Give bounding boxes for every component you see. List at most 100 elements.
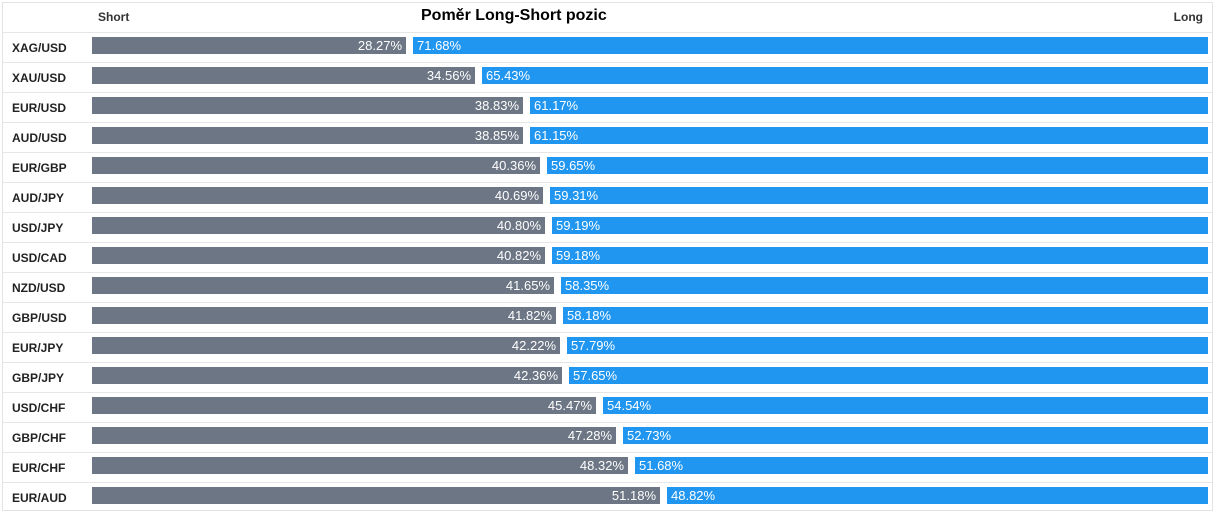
short-value-label: 40.82%: [496, 248, 541, 263]
short-bar: 40.36%: [92, 157, 540, 174]
short-bar: 41.65%: [92, 277, 554, 294]
short-bar: 45.47%: [92, 397, 596, 414]
long-value-label: 61.17%: [534, 98, 579, 113]
long-value-label: 65.43%: [486, 68, 531, 83]
table-row: EUR/GBP 40.36% 59.65%: [3, 152, 1212, 182]
long-value-label: 57.79%: [571, 338, 616, 353]
short-value-label: 40.69%: [494, 188, 539, 203]
pair-label: USD/CAD: [12, 251, 67, 265]
pair-label: EUR/GBP: [12, 161, 67, 175]
short-bar: 28.27%: [92, 37, 406, 54]
bar-rows: XAG/USD 28.27% 71.68% XAU/USD 34.56% 65.43% EU…: [3, 32, 1212, 512]
short-value-label: 41.65%: [505, 278, 550, 293]
table-row: NZD/USD 41.65% 58.35%: [3, 272, 1212, 302]
long-bar: 57.79%: [567, 337, 1208, 354]
short-bar: 42.36%: [92, 367, 562, 384]
short-value-label: 47.28%: [567, 428, 612, 443]
long-value-label: 52.73%: [627, 428, 672, 443]
long-value-label: 71.68%: [417, 38, 462, 53]
pair-label: GBP/USD: [12, 311, 67, 325]
pair-label: EUR/JPY: [12, 341, 64, 355]
pair-label: AUD/USD: [12, 131, 67, 145]
table-row: EUR/JPY 42.22% 57.79%: [3, 332, 1212, 362]
long-bar: 59.19%: [552, 217, 1208, 234]
short-value-label: 42.22%: [511, 338, 556, 353]
short-bar: 40.80%: [92, 217, 545, 234]
long-bar: 61.15%: [530, 127, 1208, 144]
pair-label: USD/JPY: [12, 221, 64, 235]
short-bar: 40.69%: [92, 187, 543, 204]
short-bar: 34.56%: [92, 67, 475, 84]
short-value-label: 40.80%: [496, 218, 541, 233]
long-value-label: 58.35%: [565, 278, 610, 293]
long-bar: 58.18%: [563, 307, 1208, 324]
pair-label: AUD/JPY: [12, 191, 65, 205]
long-bar: 71.68%: [413, 37, 1208, 54]
long-value-label: 54.54%: [607, 398, 652, 413]
long-bar: 58.35%: [561, 277, 1208, 294]
chart-title: Poměr Long-Short pozic: [421, 7, 607, 24]
long-bar: 65.43%: [482, 67, 1208, 84]
short-bar: 47.28%: [92, 427, 616, 444]
chart-header: Short Poměr Long-Short pozic Long: [0, 2, 1217, 32]
short-value-label: 51.18%: [611, 488, 656, 503]
long-value-label: 61.15%: [534, 128, 579, 143]
long-value-label: 51.68%: [639, 458, 684, 473]
long-bar: 59.31%: [550, 187, 1208, 204]
short-bar: 48.32%: [92, 457, 628, 474]
table-row: XAG/USD 28.27% 71.68%: [3, 32, 1212, 62]
short-value-label: 42.36%: [513, 368, 558, 383]
long-bar: 54.54%: [603, 397, 1208, 414]
long-value-label: 59.18%: [556, 248, 601, 263]
long-column-label: Long: [1173, 10, 1203, 24]
pair-label: GBP/CHF: [12, 431, 66, 445]
short-bar: 40.82%: [92, 247, 545, 264]
short-bar: 41.82%: [92, 307, 556, 324]
table-row: AUD/USD 38.85% 61.15%: [3, 122, 1212, 152]
table-row: AUD/JPY 40.69% 59.31%: [3, 182, 1212, 212]
pair-label: USD/CHF: [12, 401, 66, 415]
long-value-label: 59.19%: [556, 218, 601, 233]
long-value-label: 48.82%: [671, 488, 716, 503]
long-bar: 52.73%: [623, 427, 1208, 444]
short-bar: 38.83%: [92, 97, 523, 114]
long-bar: 51.68%: [635, 457, 1208, 474]
table-row: USD/CAD 40.82% 59.18%: [3, 242, 1212, 272]
short-bar: 51.18%: [92, 487, 660, 504]
table-row: USD/CHF 45.47% 54.54%: [3, 392, 1212, 422]
long-value-label: 59.65%: [551, 158, 596, 173]
short-value-label: 28.27%: [357, 38, 402, 53]
long-value-label: 57.65%: [573, 368, 618, 383]
table-row: XAU/USD 34.56% 65.43%: [3, 62, 1212, 92]
short-column-label: Short: [98, 10, 130, 24]
table-row: EUR/AUD 51.18% 48.82%: [3, 482, 1212, 512]
pair-label: EUR/AUD: [12, 491, 67, 505]
pair-label: NZD/USD: [12, 281, 66, 295]
table-row: GBP/JPY 42.36% 57.65%: [3, 362, 1212, 392]
short-value-label: 48.32%: [579, 458, 624, 473]
short-value-label: 41.82%: [507, 308, 552, 323]
short-value-label: 34.56%: [426, 68, 471, 83]
long-bar: 57.65%: [569, 367, 1208, 384]
table-row: USD/JPY 40.80% 59.19%: [3, 212, 1212, 242]
short-bar: 38.85%: [92, 127, 523, 144]
long-bar: 48.82%: [667, 487, 1208, 504]
short-bar: 42.22%: [92, 337, 560, 354]
long-bar: 61.17%: [530, 97, 1208, 114]
pair-label: XAU/USD: [12, 71, 67, 85]
table-row: EUR/CHF 48.32% 51.68%: [3, 452, 1212, 482]
short-value-label: 45.47%: [547, 398, 592, 413]
short-value-label: 40.36%: [491, 158, 536, 173]
short-value-label: 38.83%: [474, 98, 519, 113]
pair-label: GBP/JPY: [12, 371, 65, 385]
table-row: EUR/USD 38.83% 61.17%: [3, 92, 1212, 122]
short-value-label: 38.85%: [474, 128, 519, 143]
long-bar: 59.18%: [552, 247, 1208, 264]
table-row: GBP/USD 41.82% 58.18%: [3, 302, 1212, 332]
pair-label: EUR/USD: [12, 101, 67, 115]
long-value-label: 59.31%: [554, 188, 599, 203]
pair-label: XAG/USD: [12, 41, 67, 55]
pair-label: EUR/CHF: [12, 461, 66, 475]
long-value-label: 58.18%: [567, 308, 612, 323]
